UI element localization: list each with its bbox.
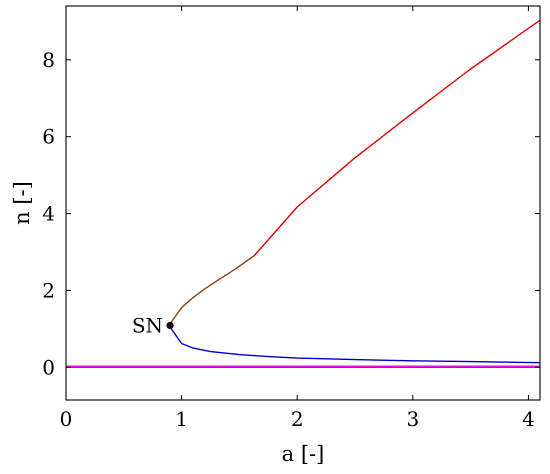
y-axis-label: n [-] (10, 181, 34, 225)
y-tick-label: 2 (42, 278, 55, 302)
sn-point-marker (166, 321, 174, 330)
x-tick-label: 2 (291, 407, 304, 431)
plot-frame (65, 5, 541, 401)
y-tick-label: 6 (42, 125, 55, 149)
x-tick-label: 0 (60, 407, 73, 431)
series-1-line-0 (169, 254, 255, 325)
y-tick-label: 4 (42, 202, 55, 226)
x-tick-label: 1 (175, 407, 188, 431)
series-2-line-0 (169, 326, 541, 364)
series-0-line-0 (253, 19, 541, 256)
x-axis-label: a [-] (282, 442, 325, 466)
plot-area: SN (66, 19, 541, 368)
axis-ticks: 0 1 2 3 4 0 2 4 6 8 (42, 6, 540, 431)
y-tick-label: 8 (42, 48, 55, 72)
y-tick-label: 0 (42, 355, 55, 379)
x-tick-label: 3 (406, 407, 419, 431)
x-tick-label: 4 (522, 407, 535, 431)
sn-annotation-label: SN (132, 313, 163, 337)
